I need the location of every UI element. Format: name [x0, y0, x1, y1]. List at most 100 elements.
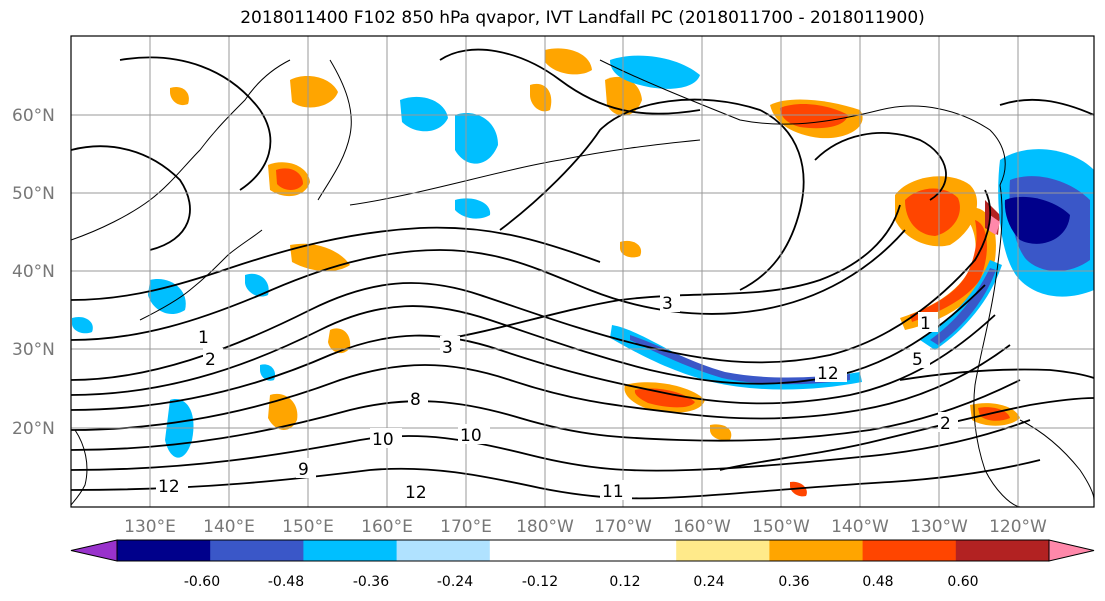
coastline-philippines: [71, 429, 88, 506]
latitude-labels: 60°N 50°N 40°N 30°N 20°N: [12, 106, 55, 439]
map-title: 2018011400 F102 850 hPa qvapor, IVT Land…: [240, 8, 925, 28]
colorbar-segment: [303, 540, 398, 561]
contour-label-14: 5: [912, 350, 923, 370]
positive-anomaly-hawaii-core: [634, 388, 695, 408]
longitude-labels: 130°E 140°E 150°E 160°E 170°E 180°W 170°…: [124, 517, 1047, 537]
colorbar-tick-label: 0.24: [693, 574, 724, 590]
contour-line: [499, 98, 805, 291]
colorbar-extend-min: [70, 539, 118, 562]
positive-anomaly-okhotsk: [290, 76, 338, 108]
lon-label-180w: 180°W: [516, 517, 574, 537]
colorbar-tick-label: 0.48: [862, 574, 893, 590]
positive-anomaly-gulf-alaska-core: [905, 188, 960, 236]
contour-line: [71, 145, 191, 251]
lat-label-50n: 50°N: [12, 184, 55, 204]
colorbar-segment: [396, 540, 491, 561]
colorbar-tick-label: 0.36: [778, 574, 809, 590]
lon-label-130w: 130°W: [910, 517, 968, 537]
contour-line: [439, 204, 901, 341]
positive-anomaly-small-4: [620, 240, 642, 258]
contour-label-13: 1: [920, 314, 931, 334]
colorbar-segment: [676, 540, 770, 561]
contour-line: [71, 314, 996, 411]
coastline-mexico: [1019, 419, 1094, 501]
colorbar-tick-label: -0.48: [268, 574, 304, 590]
colorbar-segment: [489, 540, 584, 561]
lon-label-170w: 170°W: [594, 517, 652, 537]
positive-anomaly-small-8: [545, 48, 592, 75]
coastlines: [71, 59, 1094, 507]
coastline-alaska: [599, 59, 1006, 186]
colorbar-segment: [210, 540, 304, 561]
contour-label-15: 2: [940, 414, 951, 434]
negative-anomaly-small-2: [72, 316, 93, 334]
negative-anomaly-small-1: [245, 273, 269, 297]
colorbar-segment: [117, 540, 211, 561]
colorbar-segment: [769, 540, 864, 561]
colorbar-tick-label: -0.60: [184, 574, 220, 590]
colorbar-segment: [955, 540, 1050, 561]
colorbar-segment: [583, 540, 677, 561]
lon-label-120w: 120°W: [989, 517, 1047, 537]
negative-anomaly-bering: [610, 55, 700, 89]
contour-line: [814, 132, 947, 201]
contour-label-12: 12: [817, 364, 839, 384]
contour-line: [899, 368, 1094, 381]
contour-label-11: 11: [602, 482, 624, 502]
contour-line: [999, 98, 1094, 116]
positive-anomaly-central: [290, 243, 350, 272]
contour-line: [119, 56, 272, 191]
negative-anomaly-japan: [148, 279, 186, 315]
colorbar-frame: [116, 539, 1050, 562]
positive-anomaly-pink: [988, 215, 1000, 235]
contour-line: [439, 48, 701, 115]
contour-label-9: 12: [405, 483, 427, 503]
coastline-na-west: [973, 184, 1021, 507]
colorbar: [70, 539, 1095, 562]
negative-anomaly-central: [455, 198, 491, 219]
contour-line: [71, 284, 986, 396]
positive-anomaly-alaska-core: [780, 104, 848, 129]
coastline-asia: [71, 59, 291, 241]
positive-anomaly-small-1: [328, 328, 351, 354]
contour-line: [71, 419, 1031, 472]
contour-label-4: 3: [662, 294, 673, 314]
contour-label-10: 9: [298, 460, 309, 480]
lon-label-150e: 150°E: [282, 517, 334, 537]
graticule: [71, 36, 1094, 507]
lon-label-150w: 150°W: [752, 517, 810, 537]
contour-line: [71, 379, 1021, 451]
colorbar-tick-label: -0.36: [353, 574, 389, 590]
colorbar-extend-max: [1048, 539, 1095, 562]
contour-labels: 1 2 3 3 8 10 10 12 12 9 11 12 1: [156, 292, 958, 503]
contour-line: [71, 226, 601, 301]
lon-label-130e: 130°E: [124, 517, 176, 537]
contour-label-1: 1: [198, 328, 209, 348]
contour-line: [71, 189, 992, 381]
positive-anomaly-japan-sea-core: [276, 168, 303, 190]
contour-label-5: 8: [410, 390, 421, 410]
positive-anomaly-small-7: [170, 86, 189, 106]
positive-anomaly-small-2: [268, 393, 298, 430]
contour-line: [71, 344, 1011, 431]
lon-label-160e: 160°E: [361, 517, 413, 537]
map-frame: [70, 35, 1095, 508]
lon-label-160w: 160°W: [673, 517, 731, 537]
contour-line: [71, 459, 1041, 500]
contour-label-3: 3: [442, 338, 453, 358]
positive-anomaly-small-3: [530, 83, 552, 112]
colorbar-tick-labels: -0.60 -0.48 -0.36 -0.24 -0.12 0.12 0.24 …: [184, 574, 979, 590]
contour-label-7: 10: [460, 426, 482, 446]
lat-label-60n: 60°N: [12, 106, 55, 126]
negative-anomaly-aleutian: [400, 96, 448, 132]
lon-label-170e: 170°E: [440, 517, 492, 537]
colorbar-segment: [862, 540, 957, 561]
negative-anomaly-coast-band-core: [930, 268, 996, 345]
contour-label-6: 10: [372, 430, 394, 450]
colorbar-tick-label: -0.24: [437, 574, 473, 590]
colorbar-tick-label: 0.12: [609, 574, 640, 590]
contour-label-8: 12: [158, 477, 180, 497]
coastline-aleutians: [349, 139, 701, 206]
ivt-contours: [71, 48, 1094, 500]
